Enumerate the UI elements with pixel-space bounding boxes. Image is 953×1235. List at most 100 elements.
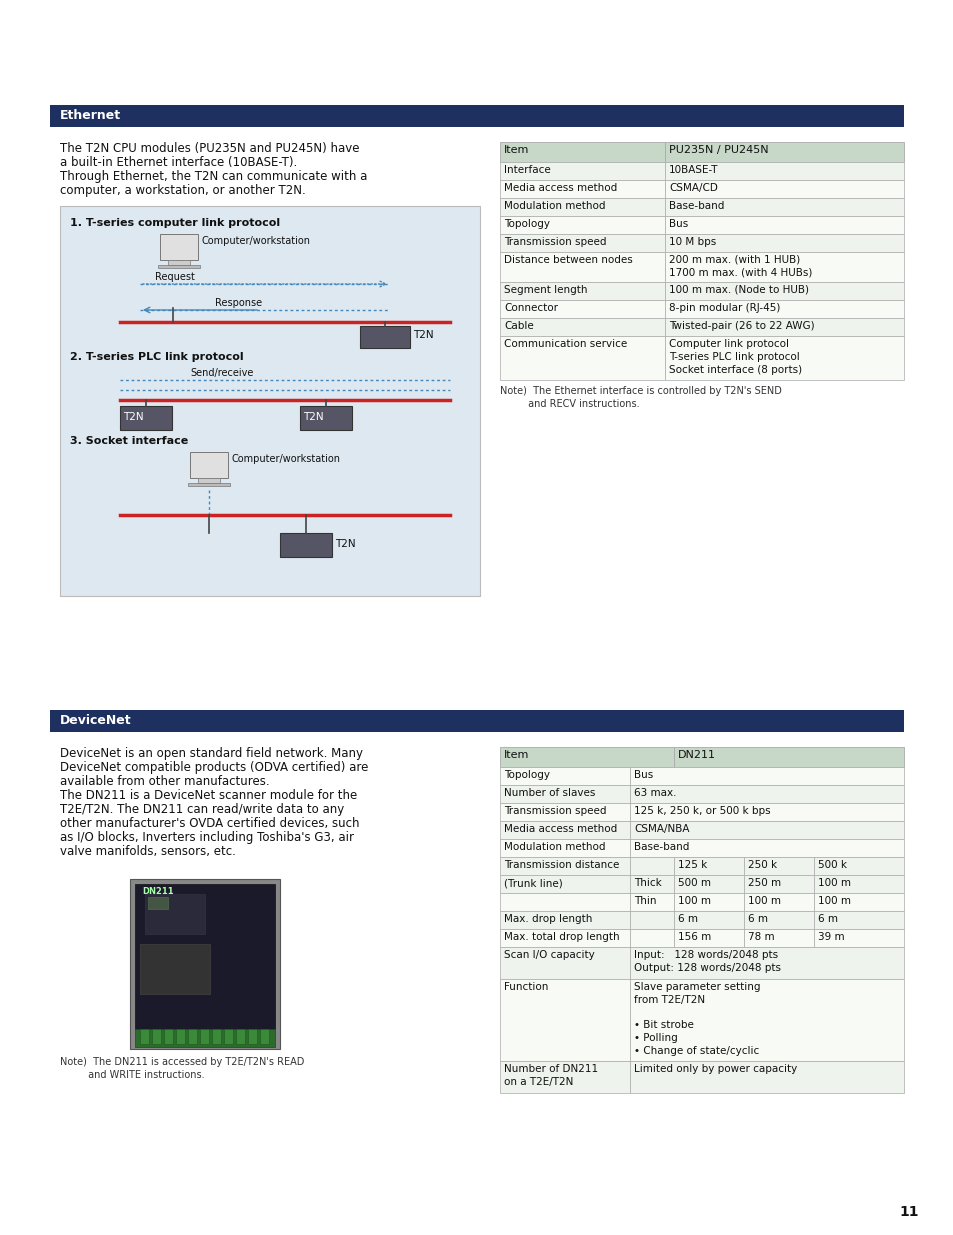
Bar [629, 767, 903, 785]
Text: DeviceNet: DeviceNet [60, 714, 132, 727]
Bar [629, 911, 673, 929]
Bar [813, 929, 903, 947]
Text: Modulation method: Modulation method [503, 201, 605, 211]
Bar [813, 893, 903, 911]
Bar [499, 893, 629, 911]
Text: Number of DN211
on a T2E/T2N: Number of DN211 on a T2E/T2N [503, 1065, 598, 1087]
Text: 250 m: 250 m [747, 878, 781, 888]
Text: 11: 11 [898, 1205, 918, 1219]
Bar [664, 336, 903, 380]
Bar [743, 893, 813, 911]
Text: DN211: DN211 [142, 887, 173, 897]
Text: T2N: T2N [413, 330, 434, 340]
Bar [664, 216, 903, 233]
Bar [813, 857, 903, 876]
Text: Request: Request [154, 272, 194, 282]
Text: Item: Item [503, 144, 529, 156]
Bar [813, 876, 903, 893]
Text: 500 k: 500 k [817, 860, 846, 869]
Bar [499, 979, 629, 1061]
Text: Max. drop length: Max. drop length [503, 914, 592, 924]
Bar [743, 911, 813, 929]
Bar [235, 1029, 245, 1044]
Text: Topology: Topology [503, 769, 550, 781]
Text: 100 m: 100 m [747, 897, 781, 906]
Bar [145, 894, 205, 934]
Text: 3. Socket interface: 3. Socket interface [70, 436, 188, 446]
Text: PU235N / PU245N: PU235N / PU245N [668, 144, 768, 156]
Text: Thick: Thick [634, 878, 661, 888]
Bar [499, 282, 664, 300]
Bar [50, 105, 903, 127]
Bar [299, 406, 352, 430]
Bar [673, 911, 743, 929]
Bar [499, 947, 629, 979]
Text: 500 m: 500 m [678, 878, 710, 888]
Bar [152, 1029, 161, 1044]
Bar [160, 233, 198, 261]
Text: Slave parameter setting
from T2E/T2N

• Bit strobe
• Polling
• Change of state/c: Slave parameter setting from T2E/T2N • B… [634, 982, 760, 1056]
Bar [673, 857, 743, 876]
Bar [629, 929, 673, 947]
Text: Computer link protocol
T-series PLC link protocol
Socket interface (8 ports): Computer link protocol T-series PLC link… [668, 338, 801, 374]
Text: 250 k: 250 k [747, 860, 777, 869]
Text: CSMA/CD: CSMA/CD [668, 183, 717, 193]
Text: Ethernet: Ethernet [60, 109, 121, 122]
Bar [664, 300, 903, 317]
Text: 10 M bps: 10 M bps [668, 237, 716, 247]
Text: 100 m max. (Node to HUB): 100 m max. (Node to HUB) [668, 285, 808, 295]
Text: 63 max.: 63 max. [634, 788, 676, 798]
Bar [499, 216, 664, 233]
Bar [135, 884, 274, 1029]
Text: The T2N CPU modules (PU235N and PU245N) have: The T2N CPU modules (PU235N and PU245N) … [60, 142, 359, 156]
Bar [664, 233, 903, 252]
Text: Input:   128 words/2048 pts
Output: 128 words/2048 pts: Input: 128 words/2048 pts Output: 128 wo… [634, 950, 781, 973]
Text: Transmission speed: Transmission speed [503, 237, 606, 247]
Text: The DN211 is a DeviceNet scanner module for the: The DN211 is a DeviceNet scanner module … [60, 789, 356, 802]
Bar [629, 803, 903, 821]
Text: computer, a workstation, or another T2N.: computer, a workstation, or another T2N. [60, 184, 305, 198]
Bar [499, 747, 673, 767]
Bar [359, 326, 410, 348]
Text: Note)  The Ethernet interface is controlled by T2N's SEND
         and RECV inst: Note) The Ethernet interface is controll… [499, 387, 781, 409]
Bar [499, 162, 664, 180]
Bar [212, 1029, 221, 1044]
Bar [673, 747, 903, 767]
Bar [499, 839, 629, 857]
Bar [629, 979, 903, 1061]
Bar [200, 1029, 209, 1044]
Text: Note)  The DN211 is accessed by T2E/T2N's READ
         and WRITE instructions.: Note) The DN211 is accessed by T2E/T2N's… [60, 1057, 304, 1079]
Bar [224, 1029, 233, 1044]
Text: 2. T-series PLC link protocol: 2. T-series PLC link protocol [70, 352, 243, 362]
Bar [175, 1029, 185, 1044]
Bar [499, 821, 629, 839]
Text: valve manifolds, sensors, etc.: valve manifolds, sensors, etc. [60, 845, 235, 858]
Bar [499, 767, 629, 785]
Text: a built-in Ethernet interface (10BASE-T).: a built-in Ethernet interface (10BASE-T)… [60, 156, 297, 169]
Bar [664, 180, 903, 198]
Bar [120, 406, 172, 430]
Text: 6 m: 6 m [678, 914, 698, 924]
Bar [629, 857, 673, 876]
Bar [743, 857, 813, 876]
Bar [499, 142, 664, 162]
Bar [248, 1029, 256, 1044]
Text: Connector: Connector [503, 303, 558, 312]
Bar [673, 876, 743, 893]
Text: DN211: DN211 [678, 750, 716, 760]
Text: 100 m: 100 m [678, 897, 710, 906]
Bar [664, 198, 903, 216]
Bar [499, 252, 664, 282]
Bar [499, 785, 629, 803]
Text: Media access method: Media access method [503, 824, 617, 834]
Bar [148, 897, 168, 909]
Text: DeviceNet compatible products (ODVA certified) are: DeviceNet compatible products (ODVA cert… [60, 761, 368, 774]
Text: 125 k, 250 k, or 500 k bps: 125 k, 250 k, or 500 k bps [634, 806, 770, 816]
Text: other manufacturer's OVDA certified devices, such: other manufacturer's OVDA certified devi… [60, 818, 359, 830]
Text: Number of slaves: Number of slaves [503, 788, 595, 798]
Bar [673, 929, 743, 947]
Text: 156 m: 156 m [678, 932, 711, 942]
Text: DeviceNet is an open standard field network. Many: DeviceNet is an open standard field netw… [60, 747, 363, 760]
Bar [499, 929, 629, 947]
Bar [260, 1029, 269, 1044]
